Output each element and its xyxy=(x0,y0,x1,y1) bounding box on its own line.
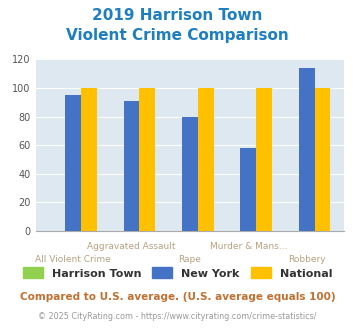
Bar xyxy=(256,88,272,231)
Text: Robbery: Robbery xyxy=(288,255,326,264)
Bar xyxy=(299,68,315,231)
Bar xyxy=(81,88,97,231)
Text: Compared to U.S. average. (U.S. average equals 100): Compared to U.S. average. (U.S. average … xyxy=(20,292,335,302)
Bar xyxy=(65,95,81,231)
Text: All Violent Crime: All Violent Crime xyxy=(35,255,111,264)
Text: Rape: Rape xyxy=(179,255,201,264)
Text: 2019 Harrison Town: 2019 Harrison Town xyxy=(92,8,263,23)
Bar xyxy=(140,88,155,231)
Text: Violent Crime Comparison: Violent Crime Comparison xyxy=(66,28,289,43)
Bar xyxy=(240,148,256,231)
Text: Aggravated Assault: Aggravated Assault xyxy=(87,242,176,251)
Bar xyxy=(182,116,198,231)
Bar xyxy=(124,101,140,231)
Legend: Harrison Town, New York, National: Harrison Town, New York, National xyxy=(18,263,337,283)
Text: © 2025 CityRating.com - https://www.cityrating.com/crime-statistics/: © 2025 CityRating.com - https://www.city… xyxy=(38,312,317,321)
Text: Murder & Mans...: Murder & Mans... xyxy=(209,242,287,251)
Bar xyxy=(198,88,214,231)
Bar xyxy=(315,88,330,231)
